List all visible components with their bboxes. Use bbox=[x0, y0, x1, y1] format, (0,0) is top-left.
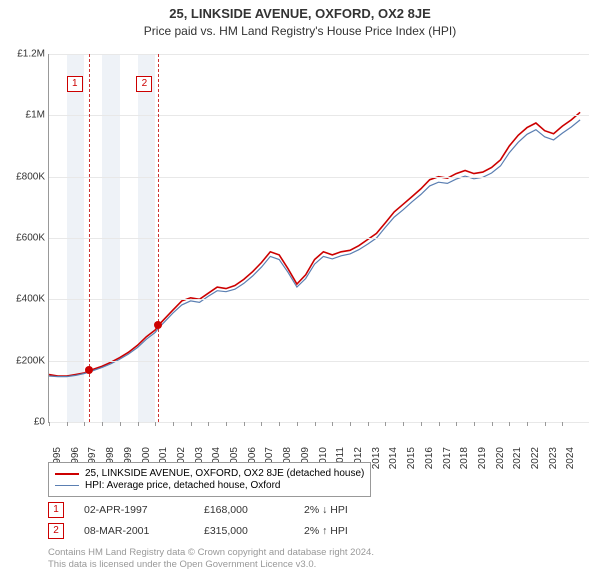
x-tick-mark bbox=[261, 422, 262, 426]
chart-plot-area: £0£200K£400K£600K£800K£1M£1.2M1995199619… bbox=[48, 54, 589, 423]
x-tick-mark bbox=[456, 422, 457, 426]
x-tick-mark bbox=[155, 422, 156, 426]
chart-subtitle: Price paid vs. HM Land Registry's House … bbox=[0, 24, 600, 38]
sale-row-marker: 1 bbox=[48, 502, 64, 518]
sale-delta: 2% ↑ HPI bbox=[304, 525, 404, 537]
x-tick-mark bbox=[492, 422, 493, 426]
x-tick-mark bbox=[545, 422, 546, 426]
sale-vline bbox=[158, 54, 159, 422]
legend-box: 25, LINKSIDE AVENUE, OXFORD, OX2 8JE (de… bbox=[48, 462, 371, 497]
x-tick-mark bbox=[474, 422, 475, 426]
sale-delta: 2% ↓ HPI bbox=[304, 504, 404, 516]
sale-price: £168,000 bbox=[204, 504, 304, 516]
y-gridline bbox=[49, 54, 589, 55]
x-tick-mark bbox=[562, 422, 563, 426]
footer-line-2: This data is licensed under the Open Gov… bbox=[48, 559, 588, 571]
x-tick-mark bbox=[120, 422, 121, 426]
x-tick-mark bbox=[350, 422, 351, 426]
series-price_paid bbox=[49, 112, 580, 376]
x-tick-mark bbox=[173, 422, 174, 426]
y-gridline bbox=[49, 238, 589, 239]
footer-line-1: Contains HM Land Registry data © Crown c… bbox=[48, 547, 588, 559]
x-tick-mark bbox=[191, 422, 192, 426]
x-tick-mark bbox=[315, 422, 316, 426]
x-tick-mark bbox=[385, 422, 386, 426]
x-tick-mark bbox=[67, 422, 68, 426]
legend-swatch bbox=[55, 473, 79, 475]
sale-marker-box: 2 bbox=[136, 76, 152, 92]
y-tick-label: £0 bbox=[5, 417, 45, 428]
sale-price: £315,000 bbox=[204, 525, 304, 537]
x-tick-mark bbox=[244, 422, 245, 426]
y-tick-label: £800K bbox=[5, 171, 45, 182]
legend-row: 25, LINKSIDE AVENUE, OXFORD, OX2 8JE (de… bbox=[55, 468, 364, 479]
legend-row: HPI: Average price, detached house, Oxfo… bbox=[55, 480, 364, 491]
x-tick-mark bbox=[421, 422, 422, 426]
y-tick-label: £400K bbox=[5, 294, 45, 305]
x-tick-mark bbox=[297, 422, 298, 426]
footer-attribution: Contains HM Land Registry data © Crown c… bbox=[48, 547, 588, 572]
y-gridline bbox=[49, 422, 589, 423]
sale-row-marker: 2 bbox=[48, 523, 64, 539]
y-gridline bbox=[49, 177, 589, 178]
sales-table: 1 02-APR-1997£168,0002% ↓ HPI 2 08-MAR-2001… bbox=[48, 502, 588, 539]
x-tick-mark bbox=[332, 422, 333, 426]
chart-title: 25, LINKSIDE AVENUE, OXFORD, OX2 8JE bbox=[0, 6, 600, 21]
sale-date: 08-MAR-2001 bbox=[84, 525, 204, 537]
legend-label: HPI: Average price, detached house, Oxfo… bbox=[85, 480, 281, 491]
x-tick-mark bbox=[102, 422, 103, 426]
y-tick-label: £600K bbox=[5, 233, 45, 244]
chart-container: 25, LINKSIDE AVENUE, OXFORD, OX2 8JE Pri… bbox=[0, 6, 600, 566]
series-hpi bbox=[49, 120, 580, 377]
legend-label: 25, LINKSIDE AVENUE, OXFORD, OX2 8JE (de… bbox=[85, 468, 364, 479]
x-tick-mark bbox=[509, 422, 510, 426]
y-gridline bbox=[49, 299, 589, 300]
y-gridline bbox=[49, 361, 589, 362]
x-tick-mark bbox=[49, 422, 50, 426]
x-tick-mark bbox=[527, 422, 528, 426]
y-tick-label: £200K bbox=[5, 355, 45, 366]
sale-row: 1 02-APR-1997£168,0002% ↓ HPI bbox=[48, 502, 588, 518]
x-tick-mark bbox=[279, 422, 280, 426]
x-tick-mark bbox=[138, 422, 139, 426]
x-tick-mark bbox=[208, 422, 209, 426]
x-tick-mark bbox=[368, 422, 369, 426]
sale-dot bbox=[85, 366, 93, 374]
x-tick-mark bbox=[226, 422, 227, 426]
legend-and-sales: 25, LINKSIDE AVENUE, OXFORD, OX2 8JE (de… bbox=[48, 462, 588, 572]
sale-row: 2 08-MAR-2001£315,0002% ↑ HPI bbox=[48, 523, 588, 539]
sale-date: 02-APR-1997 bbox=[84, 504, 204, 516]
sale-dot bbox=[154, 321, 162, 329]
x-tick-mark bbox=[439, 422, 440, 426]
y-tick-label: £1M bbox=[5, 110, 45, 121]
y-gridline bbox=[49, 115, 589, 116]
x-tick-mark bbox=[84, 422, 85, 426]
x-tick-mark bbox=[403, 422, 404, 426]
y-tick-label: £1.2M bbox=[5, 49, 45, 60]
sale-marker-box: 1 bbox=[67, 76, 83, 92]
legend-swatch bbox=[55, 485, 79, 486]
